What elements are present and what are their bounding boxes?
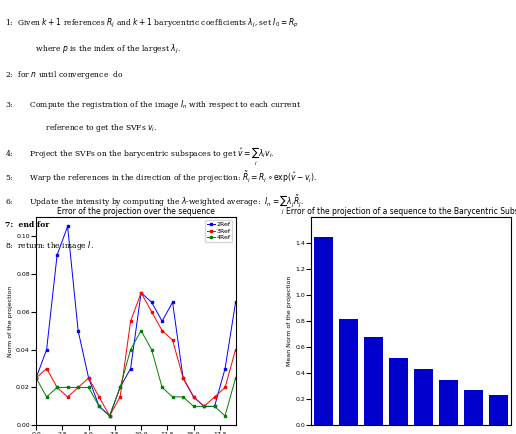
4Ref [180,395,186,400]
Y-axis label: Norm of the projection: Norm of the projection [8,286,13,357]
4Ref [222,413,228,418]
Bar [489,395,508,425]
2Ref [117,385,123,390]
Text: reference to get the SVFs $v_i$.: reference to get the SVFs $v_i$. [26,122,157,134]
2Ref [43,347,50,352]
Bar [340,319,358,425]
3Ref [233,347,239,352]
3Ref [86,375,92,381]
3Ref [117,395,123,400]
2Ref [96,404,102,409]
Text: 4:       Project the SVFs on the barycentric subspaces to get $\hat{v} = \sum_i : 4: Project the SVFs on the barycentric s… [5,145,275,168]
Line: 4Ref: 4Ref [35,329,237,417]
Text: 2:  for $n$ until convergence  do: 2: for $n$ until convergence do [5,69,123,82]
2Ref [212,404,218,409]
3Ref [159,328,165,333]
2Ref [149,299,155,305]
2Ref [138,290,144,296]
Text: 5:       Warp the references in the direction of the projection: $\tilde{R}_i = : 5: Warp the references in the direction … [5,169,317,185]
4Ref [212,404,218,409]
2Ref [169,299,175,305]
3Ref [127,319,134,324]
4Ref [33,375,39,381]
Bar [389,358,408,425]
2Ref [201,404,207,409]
3Ref [64,395,71,400]
2Ref [127,366,134,371]
4Ref [149,347,155,352]
4Ref [159,385,165,390]
Line: 2Ref: 2Ref [35,225,237,417]
Text: 7:  end for: 7: end for [5,221,50,229]
3Ref [190,395,197,400]
Title: Error of the projection of a sequence to the Barycentric Subspace: Error of the projection of a sequence to… [285,207,516,216]
4Ref [96,404,102,409]
2Ref [180,375,186,381]
2Ref [54,252,60,257]
Bar [439,380,458,425]
2Ref [106,413,112,418]
4Ref [169,395,175,400]
Text: 3:       Compute the registration of the image $I_n$ with respect to each curren: 3: Compute the registration of the image… [5,98,301,111]
4Ref [106,413,112,418]
4Ref [138,328,144,333]
2Ref [33,375,39,381]
4Ref [75,385,81,390]
3Ref [212,395,218,400]
Y-axis label: Mean Norm of the projection: Mean Norm of the projection [287,276,293,366]
4Ref [127,347,134,352]
3Ref [169,338,175,343]
2Ref [159,319,165,324]
3Ref [138,290,144,296]
3Ref [201,404,207,409]
Bar [364,337,383,425]
2Ref [233,299,239,305]
2Ref [64,224,71,229]
2Ref [86,375,92,381]
3Ref [75,385,81,390]
3Ref [106,413,112,418]
Text: 8:  return: the image $I$.: 8: return: the image $I$. [5,239,94,252]
3Ref [43,366,50,371]
4Ref [86,385,92,390]
Title: Error of the projection over the sequence: Error of the projection over the sequenc… [57,207,215,216]
Text: 6:       Update the intensity by computing the $\lambda$-weighted average:  $I_n: 6: Update the intensity by computing the… [5,193,304,217]
4Ref [201,404,207,409]
3Ref [149,309,155,314]
3Ref [33,375,39,381]
3Ref [180,375,186,381]
2Ref [75,328,81,333]
4Ref [190,404,197,409]
2Ref [222,366,228,371]
4Ref [233,375,239,381]
3Ref [54,385,60,390]
4Ref [54,385,60,390]
Legend: 2Ref, 3Ref, 4Ref: 2Ref, 3Ref, 4Ref [205,220,232,242]
Bar [464,390,483,425]
Text: where $p$ is the index of the largest $\lambda_j$.: where $p$ is the index of the largest $\… [26,43,181,56]
3Ref [96,395,102,400]
4Ref [43,395,50,400]
4Ref [117,385,123,390]
Line: 3Ref: 3Ref [35,292,237,417]
Bar [314,237,333,425]
Text: 1:  Given $k+1$ references $R_j$ and $k+1$ barycentric coefficients $\lambda_j$,: 1: Given $k+1$ references $R_j$ and $k+1… [5,17,299,30]
2Ref [190,395,197,400]
Bar [414,369,433,425]
4Ref [64,385,71,390]
3Ref [222,385,228,390]
